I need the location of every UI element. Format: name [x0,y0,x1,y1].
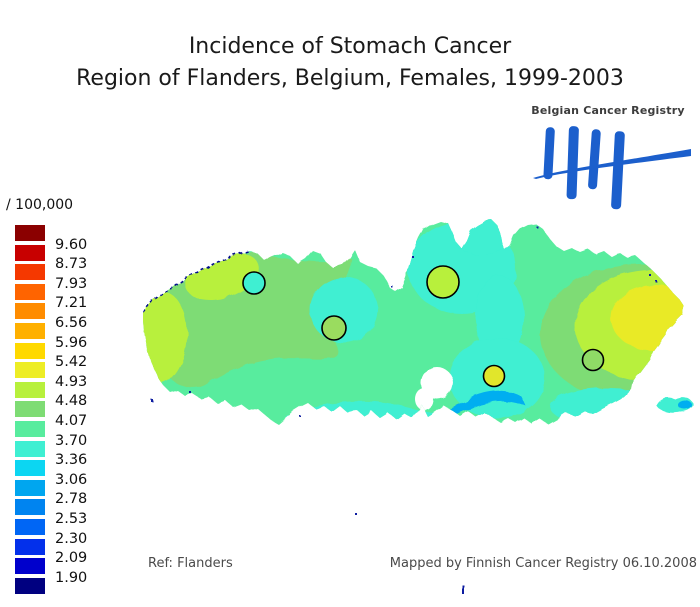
legend-swatch [15,401,45,418]
map-title: Incidence of Stomach Cancer [188,34,512,59]
credit-note: Mapped by Finnish Cancer Registry 06.10.… [389,556,697,571]
legend-swatch [15,519,45,535]
legend-tick-label: 7.93 [55,275,88,292]
surface-region [550,388,666,424]
legend-swatch [15,499,45,516]
legend-tick-label: 8.73 [55,256,88,273]
locality-circle [482,364,506,388]
legend-swatch [15,264,45,281]
legend-tick-label: 4.48 [55,393,88,410]
legend-unit-label: / 100,000 [6,197,74,213]
locality-circle [321,315,347,341]
legend-tick-label: 3.36 [55,452,88,469]
legend-swatch [15,479,45,496]
legend-swatch [15,303,45,320]
legend-swatch [15,362,45,379]
legend-tick-label: 5.42 [55,354,88,371]
border-tick [299,415,301,417]
border-tick [190,392,192,394]
border-tick [536,226,538,228]
legend-swatch [15,460,45,477]
legend-tick-label: 4.93 [55,373,88,390]
registry-logo: Belgian Cancer Registry [518,98,698,216]
locality-circle [581,348,605,372]
border-tick [462,585,464,594]
legend-tick-label: 2.09 [55,550,88,567]
legend-tick-label: 1.90 [55,569,88,586]
border-tick [650,275,652,277]
legend-swatch [15,577,45,594]
tally-stroke [566,126,579,200]
border-tick [412,256,414,258]
surface-region [450,220,514,255]
legend-tick-label: 2.78 [55,491,88,508]
registry-tally-icon [533,126,691,210]
legend-tick-label: 4.07 [55,413,88,429]
legend-swatch [15,440,45,457]
legend-tick-label: 5.96 [55,334,88,351]
legend-swatch [15,283,45,300]
legend-swatch [15,323,45,339]
legend-swatch [15,244,45,261]
legend-tick-label: 3.70 [55,432,88,449]
surface-region [678,400,692,410]
legend-swatch [15,421,45,437]
color-scale-legend: / 100,000 9.60 8.73 7.93 7.21 6.56 5.96 5.42 4.… [0,195,112,607]
legend-swatch [15,538,45,555]
border-tick [152,400,154,403]
border-tick [391,286,393,288]
legend-tick-label: 7.21 [55,295,88,312]
tally-stroke [588,129,601,190]
surface-region [415,388,433,410]
reference-note: Ref: Flanders [148,556,233,571]
border-tick [656,281,658,283]
legend-tick-label: 9.60 [55,236,88,253]
legend-swatch [15,558,45,575]
registry-logo-text: Belgian Cancer Registry [531,104,685,117]
map-subtitle: Region of Flanders, Belgium, Females, 19… [76,66,624,91]
border-tick [355,513,357,515]
legend-swatch [15,342,45,359]
locality-circle [426,265,460,299]
legend-tick-label: 2.53 [55,511,88,527]
coastline [142,250,251,313]
tally-crossbar [533,149,691,179]
tally-stroke [611,131,625,210]
legend-tick-label: 6.56 [55,315,88,331]
locality-circle [242,271,266,295]
legend-swatch [15,381,45,398]
legend-tick-label: 2.30 [55,530,88,547]
tally-stroke [543,127,555,180]
legend-swatch [15,225,45,241]
incidence-surface [142,220,694,594]
locality-circles [242,265,605,388]
legend-tick-label: 3.06 [55,471,88,488]
surface-region [611,285,684,351]
